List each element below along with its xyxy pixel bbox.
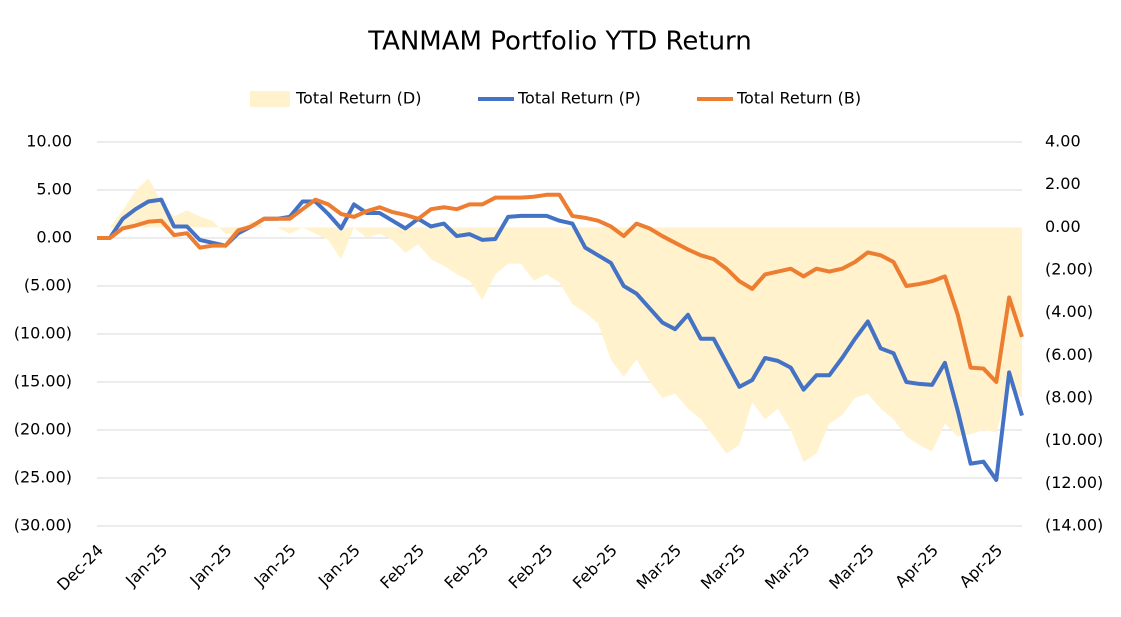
y-tick-label: 10.00 — [26, 132, 72, 151]
line — [97, 192, 1024, 384]
y2-tick-label: (10.00) — [1045, 430, 1103, 449]
y-tick-label: 0.00 — [36, 228, 72, 247]
y2-tick-label: 0.00 — [1045, 217, 1081, 236]
y2-tick-label: 4.00 — [1045, 132, 1081, 151]
y2-tick-label: (4.00) — [1045, 302, 1093, 321]
y-tick-label: (15.00) — [14, 372, 72, 391]
y2-tick-label: (14.00) — [1045, 516, 1103, 535]
y2-tick-label: (8.00) — [1045, 388, 1093, 407]
y-tick-label: (20.00) — [14, 420, 72, 439]
legend-swatch — [250, 91, 290, 107]
y-tick-label: (5.00) — [24, 276, 72, 295]
y2-tick-label: (12.00) — [1045, 473, 1103, 492]
y2-tick-label: 2.00 — [1045, 174, 1081, 193]
y-tick-label: (30.00) — [14, 516, 72, 535]
y-tick-label: (10.00) — [14, 324, 72, 343]
y-tick-label: 5.00 — [36, 180, 72, 199]
area — [97, 178, 1022, 462]
legend-label: Total Return (D) — [295, 89, 421, 108]
legend-label: Total Return (B) — [736, 89, 861, 108]
legend-label: Total Return (P) — [517, 89, 641, 108]
y2-tick-label: (6.00) — [1045, 345, 1093, 364]
chart-title: TANMAM Portfolio YTD Return — [367, 27, 752, 57]
y2-tick-label: (2.00) — [1045, 260, 1093, 279]
y-tick-label: (25.00) — [14, 468, 72, 487]
